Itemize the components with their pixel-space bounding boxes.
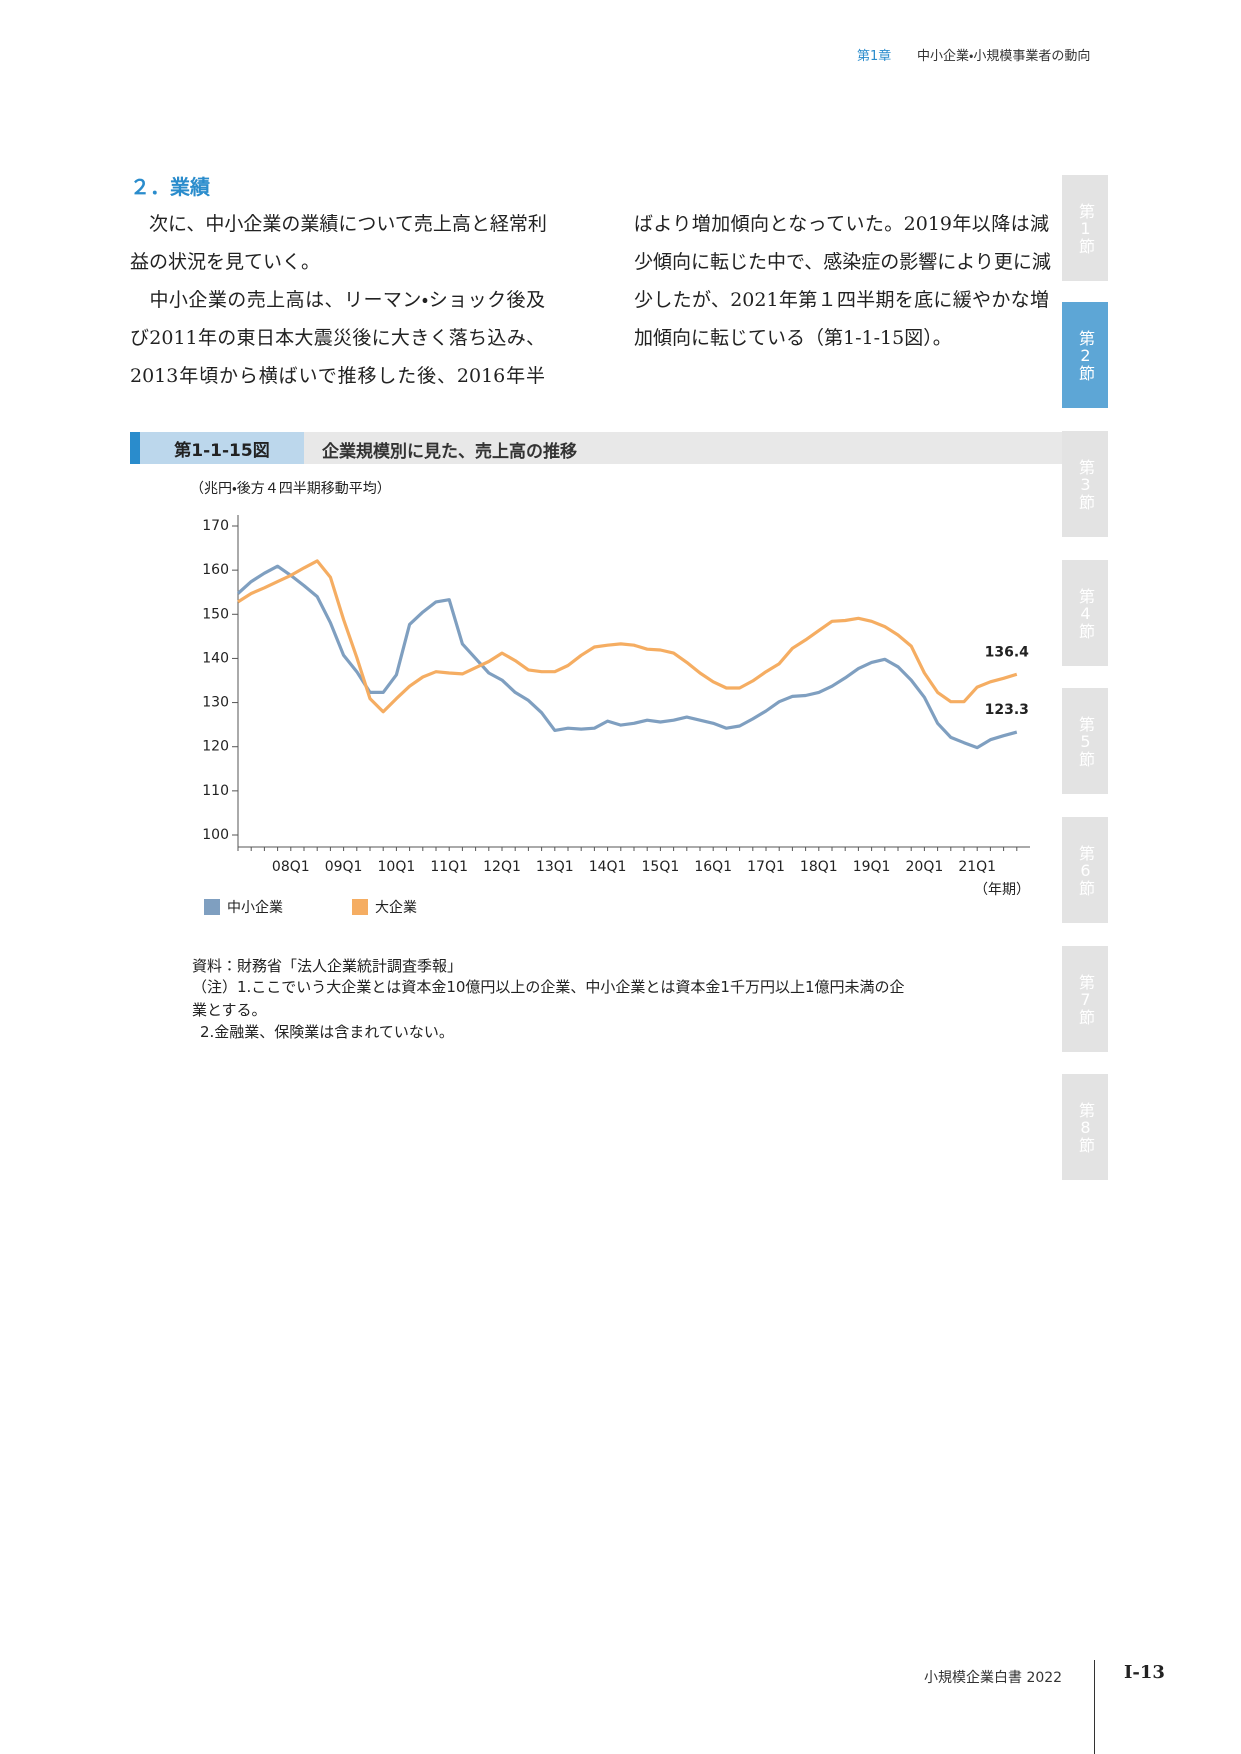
note-line: 資料：財務省「法人企業統計調査季報」 bbox=[192, 957, 463, 975]
footer-rule bbox=[1094, 1660, 1095, 1754]
y-tick-label: 110 bbox=[202, 783, 229, 799]
body-line: 次に、中小企業の業績について売上高と経常利 bbox=[130, 213, 547, 235]
value-label: 136.4 bbox=[985, 644, 1030, 660]
note-line: （注）1.ここでいう大企業とは資本金10億円以上の企業、中小企業とは資本金1千万… bbox=[192, 978, 905, 996]
series-line bbox=[236, 564, 1018, 750]
body-line: 加傾向に転じている（第1-1-15図）。 bbox=[634, 327, 952, 349]
side-tab-label: 第4節 bbox=[1076, 587, 1095, 639]
y-tick-label: 160 bbox=[202, 562, 229, 578]
note-line: 2.金融業、保険業は含まれていない。 bbox=[200, 1023, 454, 1041]
legend-swatch bbox=[204, 899, 220, 915]
x-tick-label: 09Q1 bbox=[325, 859, 363, 875]
x-tick-label: 13Q1 bbox=[536, 859, 574, 875]
chapter-title: 中小企業・小規模事業者の動向 bbox=[917, 49, 1091, 64]
side-tab[interactable]: 第2節 bbox=[1062, 302, 1108, 408]
y-tick-label: 140 bbox=[202, 650, 229, 666]
side-tab-label: 第7節 bbox=[1076, 973, 1095, 1025]
x-tick-label: 08Q1 bbox=[272, 859, 310, 875]
x-tick-label: 15Q1 bbox=[642, 859, 680, 875]
body-line: 少したが、2021年第１四半期を底に緩やかな増 bbox=[634, 289, 1049, 311]
x-axis-label: （年期） bbox=[974, 882, 1030, 898]
side-tab[interactable]: 第4節 bbox=[1062, 560, 1108, 666]
side-tab[interactable]: 第7節 bbox=[1062, 946, 1108, 1052]
legend-label: 大企業 bbox=[375, 900, 417, 916]
y-tick-label: 170 bbox=[202, 518, 229, 534]
x-tick-label: 21Q1 bbox=[958, 859, 996, 875]
section-title: ２．業績 bbox=[130, 175, 210, 199]
side-tab-label: 第6節 bbox=[1076, 844, 1095, 896]
body-line: び2011年の東日本大震災後に大きく落ち込み、 bbox=[130, 327, 545, 349]
y-tick-label: 150 bbox=[202, 606, 229, 622]
body-line: 2013年頃から横ばいで推移した後、2016年半 bbox=[130, 365, 545, 387]
x-tick-label: 10Q1 bbox=[378, 859, 416, 875]
note-line: 業とする。 bbox=[192, 1001, 267, 1019]
body-line: 少傾向に転じた中で、感染症の影響により更に減 bbox=[634, 251, 1051, 273]
footer-page: Ⅰ-13 bbox=[1124, 1662, 1165, 1683]
y-tick-label: 130 bbox=[202, 695, 229, 711]
x-tick-label: 14Q1 bbox=[589, 859, 627, 875]
y-axis-label: （兆円・後方４四半期移動平均） bbox=[190, 481, 391, 497]
side-tab[interactable]: 第8節 bbox=[1062, 1074, 1108, 1180]
chart: （兆円・後方４四半期移動平均） 100 110 120 130 140 150 160 170 0… bbox=[190, 481, 1030, 916]
x-tick-label: 11Q1 bbox=[430, 859, 468, 875]
value-label: 123.3 bbox=[985, 702, 1029, 718]
body-line: 益の状況を見ていく。 bbox=[130, 251, 321, 273]
side-tab[interactable]: 第6節 bbox=[1062, 817, 1108, 923]
side-tab[interactable]: 第1節 bbox=[1062, 175, 1108, 281]
side-tab-label: 第2節 bbox=[1076, 329, 1095, 381]
x-tick-label: 17Q1 bbox=[747, 859, 785, 875]
x-tick-label: 20Q1 bbox=[906, 859, 944, 875]
body-line: ばより増加傾向となっていた。2019年以降は減 bbox=[634, 213, 1049, 235]
y-tick-label: 120 bbox=[202, 739, 229, 755]
side-tab[interactable]: 第5節 bbox=[1062, 688, 1108, 794]
x-tick-label: 19Q1 bbox=[853, 859, 891, 875]
side-tab-label: 第3節 bbox=[1076, 458, 1095, 510]
side-tab-label: 第1節 bbox=[1076, 202, 1095, 254]
side-tab-label: 第8節 bbox=[1076, 1101, 1095, 1153]
x-tick-label: 12Q1 bbox=[483, 859, 521, 875]
figure-number: 第1-1-15図 bbox=[140, 432, 304, 464]
body-line: 中小企業の売上高は、リーマン・ショック後及 bbox=[130, 289, 545, 311]
y-tick-label: 100 bbox=[202, 827, 229, 843]
x-tick-label: 18Q1 bbox=[800, 859, 838, 875]
legend-label: 中小企業 bbox=[227, 900, 283, 916]
legend-swatch bbox=[352, 899, 368, 915]
figure-accent bbox=[130, 432, 140, 464]
side-tab-label: 第5節 bbox=[1076, 715, 1095, 767]
series-line bbox=[237, 559, 1018, 714]
chapter-label: 第1章 bbox=[857, 49, 892, 64]
figure-title: 企業規模別に見た、売上高の推移 bbox=[322, 442, 577, 462]
x-tick-label: 16Q1 bbox=[694, 859, 732, 875]
side-tab[interactable]: 第3節 bbox=[1062, 431, 1108, 537]
footer-book: 小規模企業白書 2022 bbox=[924, 1670, 1063, 1686]
